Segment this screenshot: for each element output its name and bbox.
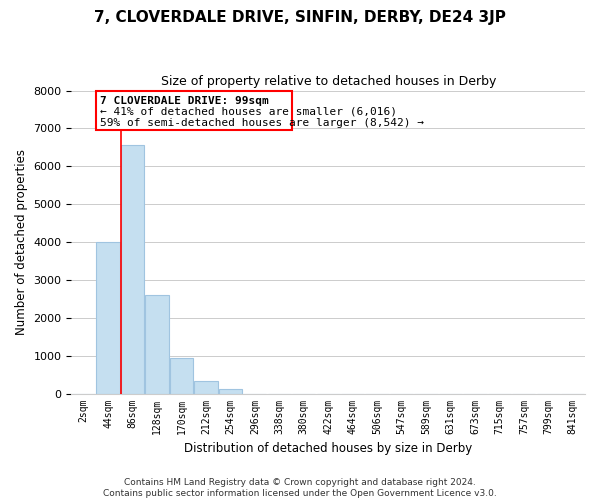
Y-axis label: Number of detached properties: Number of detached properties: [15, 149, 28, 335]
Bar: [194, 382, 218, 394]
Text: Contains HM Land Registry data © Crown copyright and database right 2024.
Contai: Contains HM Land Registry data © Crown c…: [103, 478, 497, 498]
X-axis label: Distribution of detached houses by size in Derby: Distribution of detached houses by size …: [184, 442, 472, 455]
Bar: [121, 146, 144, 394]
Bar: [170, 358, 193, 394]
Title: Size of property relative to detached houses in Derby: Size of property relative to detached ho…: [161, 75, 496, 88]
Text: ← 41% of detached houses are smaller (6,016): ← 41% of detached houses are smaller (6,…: [100, 106, 397, 117]
Bar: [219, 388, 242, 394]
Bar: [97, 242, 120, 394]
Text: 7 CLOVERDALE DRIVE: 99sqm: 7 CLOVERDALE DRIVE: 99sqm: [100, 96, 268, 106]
FancyBboxPatch shape: [96, 92, 292, 130]
Bar: [145, 295, 169, 394]
Text: 59% of semi-detached houses are larger (8,542) →: 59% of semi-detached houses are larger (…: [100, 118, 424, 128]
Text: 7, CLOVERDALE DRIVE, SINFIN, DERBY, DE24 3JP: 7, CLOVERDALE DRIVE, SINFIN, DERBY, DE24…: [94, 10, 506, 25]
